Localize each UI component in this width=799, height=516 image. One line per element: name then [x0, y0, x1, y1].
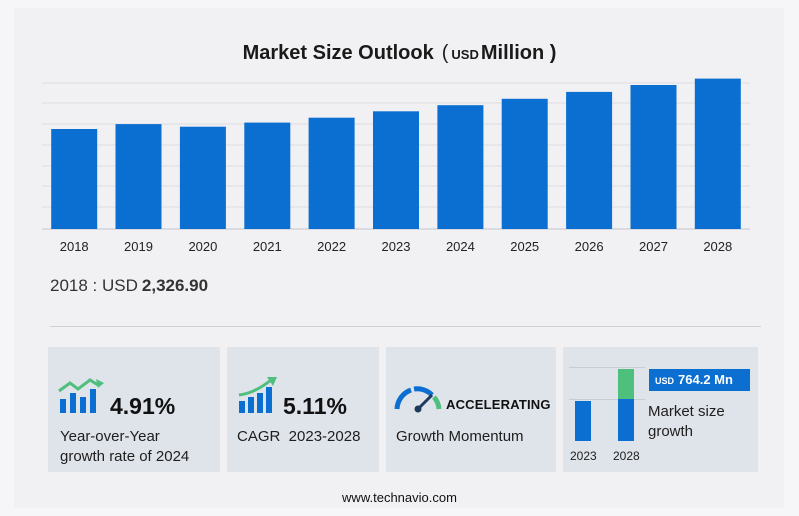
bar-2028 [694, 78, 741, 229]
growth-bar-2028 [618, 399, 634, 441]
gauge-icon [394, 386, 442, 413]
growth-label-2: growth [648, 423, 694, 440]
growth-tile: 2023 2028 USD 764.2 Mn Market size growth [563, 347, 758, 472]
bar-2024 [437, 105, 484, 229]
growth-gridline [569, 399, 645, 400]
growth-year-end: 2028 [613, 449, 640, 463]
bar-2019 [115, 124, 162, 229]
base-year-label: 2018 : USD [50, 276, 138, 295]
x-tick-label: 2023 [382, 239, 411, 254]
x-tick-label: 2027 [639, 239, 668, 254]
x-tick-label: 2022 [317, 239, 346, 254]
title-unit: USD [451, 47, 479, 62]
x-tick-label: 2021 [253, 239, 282, 254]
growth-badge-unit: USD [655, 376, 675, 386]
bar-2027 [630, 85, 677, 229]
x-tick-label: 2025 [510, 239, 539, 254]
growth-gridline [569, 367, 645, 368]
x-tick-label: 2018 [60, 239, 89, 254]
growth-badge-value: 764.2 Mn [678, 372, 733, 387]
x-tick-label: 2020 [188, 239, 217, 254]
momentum-label: Growth Momentum [396, 428, 524, 445]
momentum-tile: ACCELERATING Growth Momentum [386, 347, 556, 472]
x-tick-label: 2024 [446, 239, 475, 254]
growth-increment-bar [618, 369, 634, 399]
yoy-label-2: growth rate of 2024 [60, 448, 190, 465]
base-year-value: 2018 : USD 2,326.90 [50, 276, 208, 296]
cagr-label: CAGR 2023-2028 [237, 428, 361, 445]
bar-2021 [244, 122, 291, 229]
cagr-tile: 5.11% CAGR 2023-2028 [227, 347, 379, 472]
bar-chart: 2018 2019 2020 2021 2022 2023 2024 2025 2026 2027… [42, 78, 750, 254]
growth-badge: USD 764.2 Mn [649, 369, 750, 391]
momentum-value: ACCELERATING [446, 397, 551, 412]
title-paren-open: ( [441, 42, 449, 64]
bar-2025 [501, 98, 548, 229]
growth-year-start: 2023 [570, 449, 597, 463]
growth-bar-2023 [575, 401, 591, 441]
yoy-tile: 4.91% Year-over-Year growth rate of 2024 [48, 347, 220, 472]
bar-2023 [373, 111, 419, 229]
x-tick-label: 2028 [703, 239, 732, 254]
title-paren-close: ) [549, 42, 557, 64]
divider [50, 326, 761, 327]
title-scale: Million [480, 42, 545, 64]
yoy-label-1: Year-over-Year [60, 428, 160, 445]
cagr-value: 5.11% [283, 393, 347, 419]
bar-2018 [51, 129, 98, 229]
growth-label-1: Market size [648, 403, 725, 420]
x-tick-label: 2019 [124, 239, 153, 254]
yoy-value: 4.91% [110, 393, 176, 419]
bar-2026 [566, 91, 613, 230]
chart-title: Market Size Outlook(USD Million ) [242, 42, 557, 64]
bar-chart-trend-icon [58, 378, 104, 413]
x-tick-label: 2026 [575, 239, 604, 254]
bar-2022 [308, 117, 355, 229]
source-url: www.technavio.com [342, 490, 457, 505]
base-year-amount: 2,326.90 [141, 276, 209, 295]
bar-2020 [179, 126, 226, 229]
bar-chart-arrow-icon [238, 377, 277, 413]
